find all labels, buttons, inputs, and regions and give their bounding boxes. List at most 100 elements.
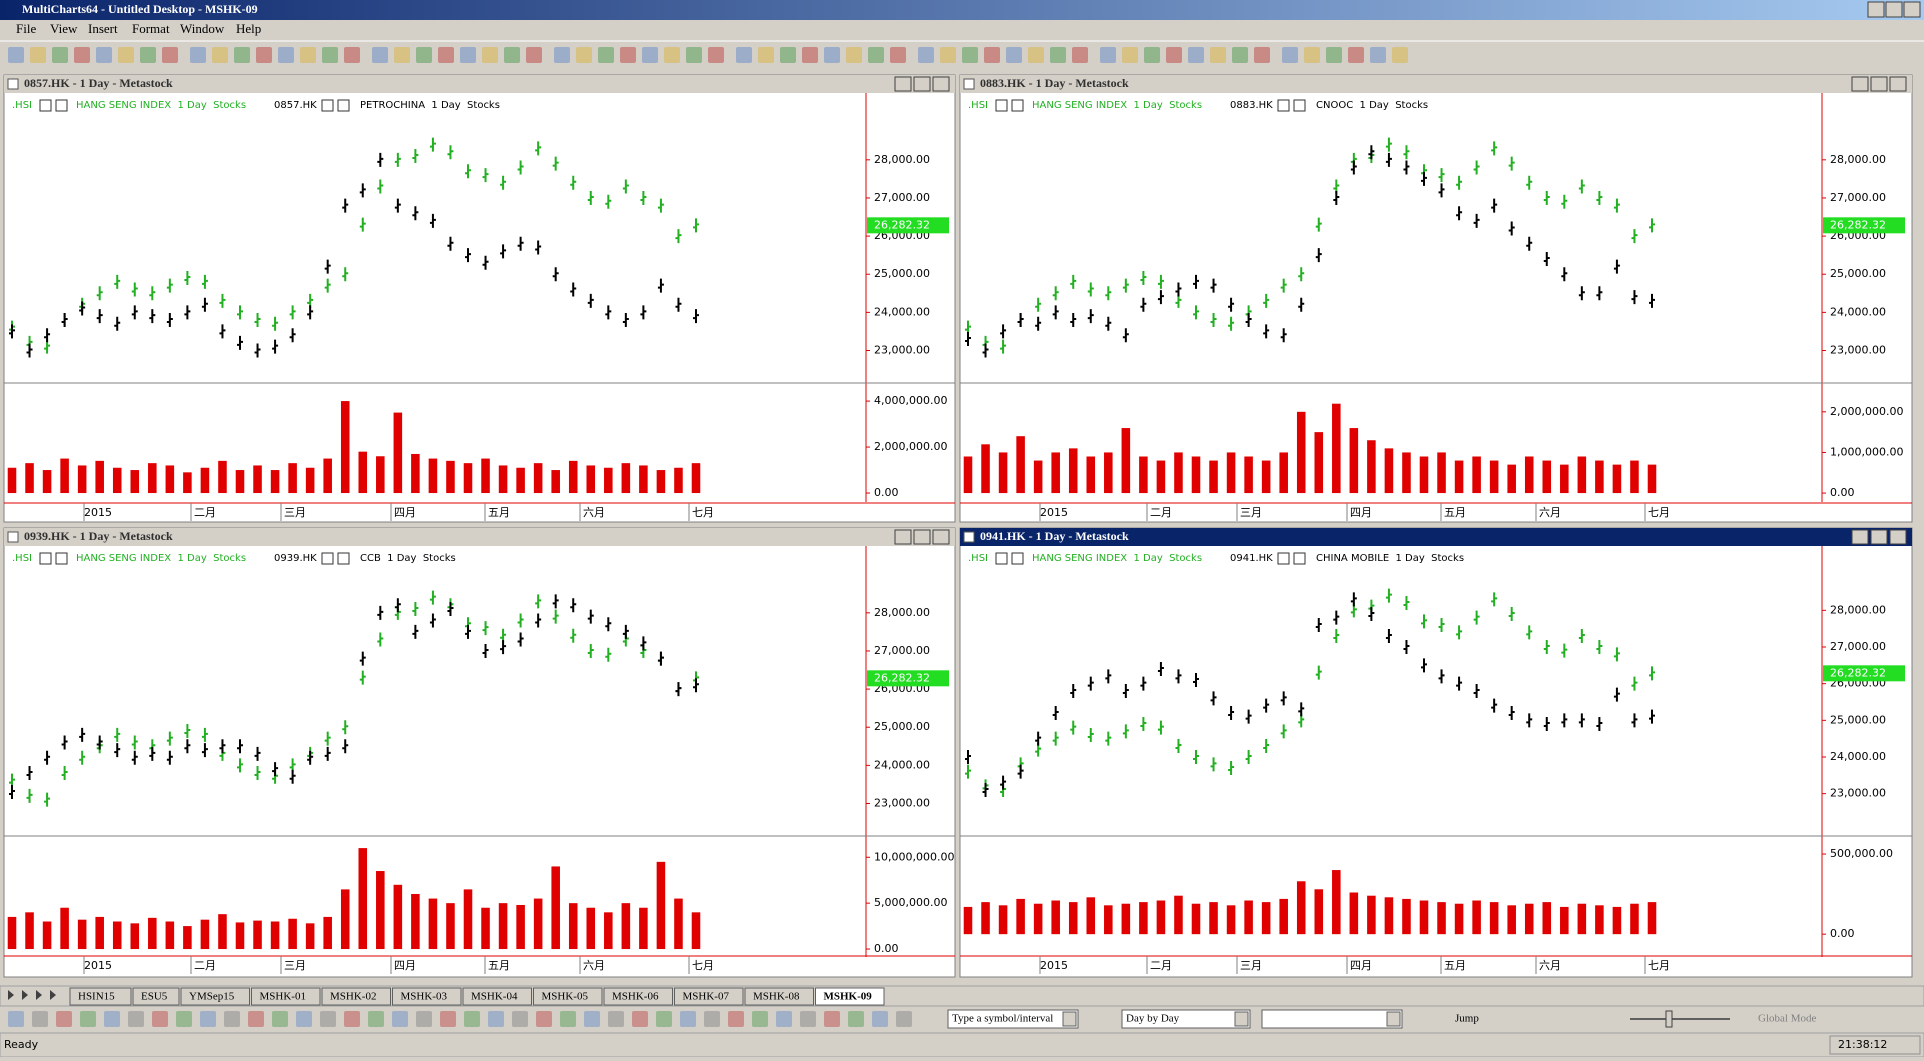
tab-scroll-button[interactable] [22, 990, 28, 1000]
legend-dropdown[interactable] [321, 552, 334, 565]
toolbar-button[interactable] [708, 47, 724, 63]
tab[interactable] [132, 987, 180, 1006]
legend-dropdown[interactable] [1293, 552, 1306, 565]
toolbar-button[interactable] [140, 47, 156, 63]
tool-button[interactable] [176, 1011, 192, 1027]
tab-label[interactable]: MSHK-07 [683, 991, 730, 1003]
menu-item[interactable]: File [16, 21, 36, 36]
toolbar-button[interactable] [984, 47, 1000, 63]
toolbar-button[interactable] [1326, 47, 1342, 63]
tool-button[interactable] [824, 1011, 840, 1027]
tab-label[interactable]: MSHK-02 [330, 991, 376, 1003]
toolbar-button[interactable] [868, 47, 884, 63]
toolbar-button[interactable] [372, 47, 388, 63]
toolbar-button[interactable] [686, 47, 702, 63]
legend-dropdown[interactable] [321, 99, 334, 112]
tab-label[interactable]: ESU5 [141, 991, 168, 1003]
toolbar-button[interactable] [918, 47, 934, 63]
tool-button[interactable] [776, 1011, 792, 1027]
tool-button[interactable] [200, 1011, 216, 1027]
toolbar-button[interactable] [1006, 47, 1022, 63]
pane-button[interactable] [1851, 76, 1869, 92]
toolbar-button[interactable] [1304, 47, 1320, 63]
tool-button[interactable] [32, 1011, 48, 1027]
tool-button[interactable] [296, 1011, 312, 1027]
toolbar-button[interactable] [74, 47, 90, 63]
toolbar-button[interactable] [802, 47, 818, 63]
toolbar-button[interactable] [416, 47, 432, 63]
tab-scroll-button[interactable] [50, 990, 56, 1000]
tab[interactable] [603, 987, 673, 1006]
slider-thumb[interactable] [1665, 1010, 1673, 1028]
legend-dropdown[interactable] [1277, 99, 1290, 112]
tool-button[interactable] [560, 1011, 576, 1027]
pane-button[interactable] [913, 529, 931, 545]
toolbar-button[interactable] [504, 47, 520, 63]
tab-label[interactable]: MSHK-04 [471, 991, 518, 1003]
toolbar-button[interactable] [52, 47, 68, 63]
toolbar-button[interactable] [256, 47, 272, 63]
toolbar-button[interactable] [780, 47, 796, 63]
toolbar-button[interactable] [1232, 47, 1248, 63]
tool-button[interactable] [320, 1011, 336, 1027]
tab-label[interactable]: MSHK-08 [753, 991, 800, 1003]
toolbar-button[interactable] [526, 47, 542, 63]
tool-button[interactable] [392, 1011, 408, 1027]
tab[interactable] [533, 987, 603, 1006]
tool-button[interactable] [608, 1011, 624, 1027]
toolbar-button[interactable] [1144, 47, 1160, 63]
tool-button[interactable] [152, 1011, 168, 1027]
toolbar-button[interactable] [1188, 47, 1204, 63]
toolbar-button[interactable] [8, 47, 24, 63]
tab-label[interactable]: MSHK-01 [260, 991, 306, 1003]
legend-dropdown[interactable] [1011, 99, 1024, 112]
legend-dropdown[interactable] [1293, 99, 1306, 112]
tool-button[interactable] [752, 1011, 768, 1027]
toolbar-button[interactable] [1166, 47, 1182, 63]
menu-item[interactable]: Help [236, 21, 261, 36]
tool-button[interactable] [848, 1011, 864, 1027]
toolbar-button[interactable] [1348, 47, 1364, 63]
tool-button[interactable] [680, 1011, 696, 1027]
tool-button[interactable] [728, 1011, 744, 1027]
tool-button[interactable] [872, 1011, 888, 1027]
tool-button[interactable] [512, 1011, 528, 1027]
tool-button[interactable] [464, 1011, 480, 1027]
tool-button[interactable] [704, 1011, 720, 1027]
mode-select[interactable] [1121, 1009, 1251, 1029]
dropdown-arrow[interactable] [1062, 1011, 1077, 1027]
tool-button[interactable] [488, 1011, 504, 1027]
toolbar-button[interactable] [620, 47, 636, 63]
toolbar-button[interactable] [962, 47, 978, 63]
toolbar-button[interactable] [758, 47, 774, 63]
pane-button[interactable] [932, 76, 950, 92]
pane-button[interactable] [1889, 529, 1907, 545]
tool-button[interactable] [8, 1011, 24, 1027]
menu-item[interactable]: View [50, 21, 78, 36]
legend-dropdown[interactable] [55, 99, 68, 112]
legend-dropdown[interactable] [1011, 552, 1024, 565]
toolbar-button[interactable] [1072, 47, 1088, 63]
toolbar-button[interactable] [394, 47, 410, 63]
toolbar-button[interactable] [1050, 47, 1066, 63]
toolbar-button[interactable] [1210, 47, 1226, 63]
close-button[interactable] [1903, 1, 1921, 18]
toolbar-button[interactable] [212, 47, 228, 63]
tab[interactable] [251, 987, 321, 1006]
legend-dropdown[interactable] [995, 552, 1008, 565]
tool-button[interactable] [368, 1011, 384, 1027]
pane-button[interactable] [1851, 529, 1869, 545]
dropdown-arrow[interactable] [1386, 1011, 1401, 1027]
tool-button[interactable] [584, 1011, 600, 1027]
menu-item[interactable]: Window [180, 21, 225, 36]
toolbar-button[interactable] [96, 47, 112, 63]
toolbar-button[interactable] [344, 47, 360, 63]
toolbar-button[interactable] [118, 47, 134, 63]
toolbar-button[interactable] [1370, 47, 1386, 63]
menu-item[interactable]: Format [132, 21, 170, 36]
pane-button[interactable] [1889, 76, 1907, 92]
tab[interactable] [744, 987, 814, 1006]
tool-button[interactable] [656, 1011, 672, 1027]
toolbar-button[interactable] [554, 47, 570, 63]
toolbar-button[interactable] [940, 47, 956, 63]
